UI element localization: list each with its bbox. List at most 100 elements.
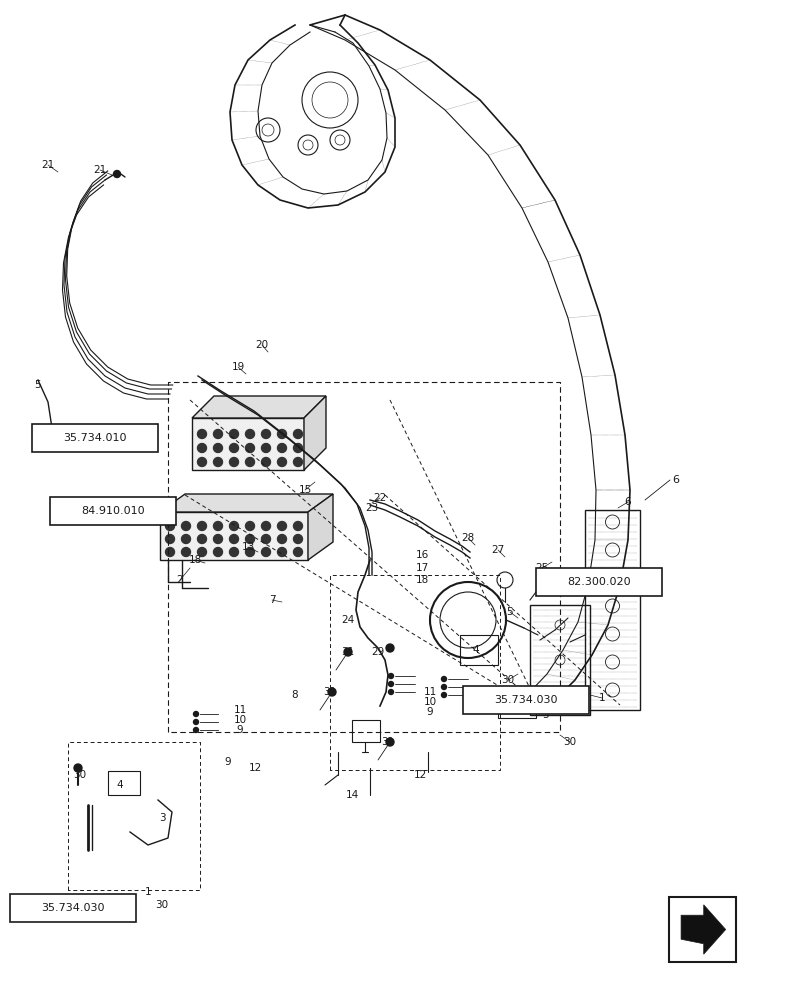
- Circle shape: [213, 458, 222, 466]
- Circle shape: [213, 534, 222, 544]
- Circle shape: [245, 534, 254, 544]
- Text: 5: 5: [506, 607, 513, 617]
- Text: 4: 4: [117, 780, 123, 790]
- Text: 16: 16: [415, 550, 428, 560]
- Text: 17: 17: [415, 563, 428, 573]
- Text: 5: 5: [35, 380, 41, 390]
- Text: 14: 14: [345, 790, 358, 800]
- Text: 9: 9: [236, 725, 243, 735]
- Circle shape: [230, 444, 238, 452]
- Circle shape: [114, 171, 120, 178]
- Text: 3: 3: [541, 710, 547, 720]
- Bar: [462, 686, 588, 714]
- Text: 1: 1: [144, 887, 151, 897]
- Text: 22: 22: [373, 493, 386, 503]
- Circle shape: [385, 738, 393, 746]
- Circle shape: [261, 522, 270, 530]
- Circle shape: [193, 727, 198, 732]
- Text: 23: 23: [365, 503, 378, 513]
- Text: 18: 18: [415, 575, 428, 585]
- Text: 28: 28: [461, 533, 474, 543]
- Circle shape: [74, 764, 82, 772]
- Circle shape: [182, 548, 191, 556]
- Circle shape: [293, 458, 303, 466]
- Text: 82.300.020: 82.300.020: [566, 577, 630, 587]
- Circle shape: [261, 444, 270, 452]
- Circle shape: [213, 430, 222, 438]
- Text: 11: 11: [233, 705, 247, 715]
- Text: 1: 1: [598, 693, 604, 703]
- Text: 11: 11: [423, 687, 436, 697]
- Circle shape: [441, 692, 446, 698]
- Circle shape: [182, 522, 191, 530]
- Text: 12: 12: [248, 763, 261, 773]
- Text: 31: 31: [381, 737, 394, 747]
- Text: 35.734.030: 35.734.030: [493, 695, 557, 705]
- Circle shape: [261, 430, 270, 438]
- Circle shape: [261, 548, 270, 556]
- Bar: [191, 418, 303, 470]
- Circle shape: [293, 534, 303, 544]
- Text: 4: 4: [472, 645, 478, 655]
- Bar: [108, 771, 139, 795]
- Text: 31: 31: [341, 647, 354, 657]
- Bar: [497, 690, 535, 718]
- Circle shape: [245, 548, 254, 556]
- Text: 21: 21: [41, 160, 54, 170]
- Circle shape: [245, 458, 254, 466]
- Circle shape: [441, 676, 446, 682]
- Circle shape: [197, 458, 206, 466]
- Circle shape: [230, 534, 238, 544]
- Circle shape: [213, 522, 222, 530]
- Text: 84.910.010: 84.910.010: [81, 506, 145, 516]
- Bar: [535, 568, 661, 596]
- Text: 10: 10: [233, 715, 247, 725]
- Circle shape: [261, 458, 270, 466]
- Polygon shape: [680, 905, 725, 954]
- Text: 15: 15: [298, 485, 311, 495]
- Polygon shape: [303, 396, 325, 470]
- Text: 26: 26: [551, 577, 564, 587]
- Polygon shape: [191, 396, 325, 418]
- Text: 29: 29: [371, 647, 384, 657]
- Circle shape: [277, 534, 286, 544]
- Text: 30: 30: [155, 900, 169, 910]
- Text: 9: 9: [225, 757, 231, 767]
- Circle shape: [197, 444, 206, 452]
- Text: 30: 30: [563, 737, 576, 747]
- Bar: [530, 605, 590, 715]
- Circle shape: [197, 430, 206, 438]
- Circle shape: [230, 430, 238, 438]
- Text: 21: 21: [93, 165, 106, 175]
- Text: 35.734.030: 35.734.030: [41, 903, 105, 913]
- Text: 20: 20: [255, 340, 268, 350]
- Bar: [351, 720, 380, 742]
- Circle shape: [277, 548, 286, 556]
- Text: 3: 3: [158, 813, 165, 823]
- Text: 6: 6: [672, 475, 678, 485]
- Circle shape: [328, 688, 336, 696]
- Text: 35.734.010: 35.734.010: [63, 433, 127, 443]
- Circle shape: [293, 522, 303, 530]
- Circle shape: [245, 522, 254, 530]
- Text: 2: 2: [177, 575, 183, 585]
- Bar: [668, 897, 735, 962]
- Text: 30: 30: [73, 770, 87, 780]
- Text: 18: 18: [188, 555, 201, 565]
- Text: 25: 25: [534, 563, 548, 573]
- Bar: [584, 510, 639, 710]
- Circle shape: [441, 684, 446, 690]
- Text: 6: 6: [624, 497, 630, 507]
- Bar: [32, 424, 158, 452]
- Circle shape: [165, 522, 174, 530]
- Bar: [10, 894, 135, 922]
- Bar: [160, 512, 307, 560]
- Circle shape: [277, 444, 286, 452]
- Circle shape: [385, 644, 393, 652]
- Circle shape: [193, 711, 198, 716]
- Circle shape: [388, 674, 393, 678]
- Text: 9: 9: [426, 707, 433, 717]
- Text: 19: 19: [231, 362, 244, 372]
- Circle shape: [213, 444, 222, 452]
- Circle shape: [197, 534, 206, 544]
